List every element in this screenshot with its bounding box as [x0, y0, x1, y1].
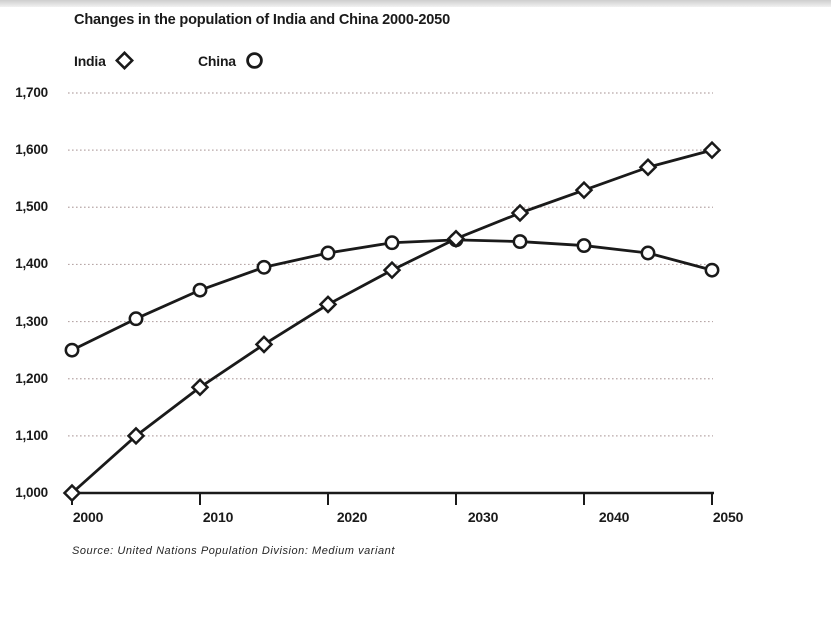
- data-point-marker-india: [62, 483, 82, 503]
- india-diamond-marker-icon: [114, 51, 134, 70]
- scan-artifact-strip: [0, 0, 831, 7]
- china-circle-marker-icon: [246, 52, 263, 69]
- data-point-marker-china: [640, 245, 656, 261]
- y-axis-tick-label: 1,500: [15, 199, 48, 215]
- data-point-marker-china: [704, 262, 720, 278]
- x-axis-tick-label: 2040: [598, 509, 630, 525]
- data-point-marker-china: [512, 234, 528, 250]
- data-point-marker-india: [446, 229, 466, 248]
- data-point-marker-china: [128, 311, 144, 327]
- y-axis-tick-label: 1,700: [15, 85, 48, 100]
- x-axis-tick-label: 2000: [72, 509, 104, 525]
- chart-title: Changes in the population of India and C…: [74, 11, 450, 28]
- data-point-marker-china: [64, 342, 80, 358]
- x-axis-tick-label: 2010: [202, 509, 234, 525]
- legend: India China: [74, 51, 394, 73]
- data-point-marker-india: [382, 260, 402, 280]
- legend-item-label: India: [74, 52, 106, 69]
- source-note: Source: United Nations Population Divisi…: [72, 545, 395, 557]
- data-point-marker-india: [126, 426, 146, 446]
- y-axis-tick-label: 1,300: [15, 313, 48, 329]
- data-point-marker-china: [192, 282, 208, 298]
- data-point-marker-india: [638, 158, 658, 177]
- data-point-marker-china: [320, 245, 336, 261]
- x-axis-tick-label: 2030: [467, 509, 499, 525]
- y-axis-tick-label: 1,400: [15, 256, 48, 272]
- x-axis-tick-label: 2050: [712, 509, 744, 525]
- legend-item-india: India: [74, 51, 134, 70]
- data-point-marker-india: [574, 180, 594, 200]
- x-axis-tick-label: 2020: [336, 509, 368, 525]
- data-point-marker-india: [510, 203, 530, 223]
- data-point-marker-china: [256, 259, 272, 275]
- legend-item-china: China: [198, 51, 264, 70]
- y-axis-tick-label: 1,600: [15, 142, 48, 158]
- data-point-marker-india: [702, 140, 722, 160]
- data-point-marker-india: [190, 378, 210, 397]
- y-axis-tick-label: 1,200: [15, 370, 48, 386]
- data-point-marker-india: [254, 335, 274, 354]
- data-point-marker-china: [384, 235, 400, 251]
- data-point-marker-china: [576, 238, 592, 254]
- series-line-china: [70, 238, 714, 352]
- y-axis-tick-label: 1,000: [15, 485, 48, 500]
- data-point-marker-india: [318, 295, 338, 314]
- y-axis-tick-label: 1,100: [15, 427, 48, 443]
- legend-item-label: China: [198, 52, 236, 69]
